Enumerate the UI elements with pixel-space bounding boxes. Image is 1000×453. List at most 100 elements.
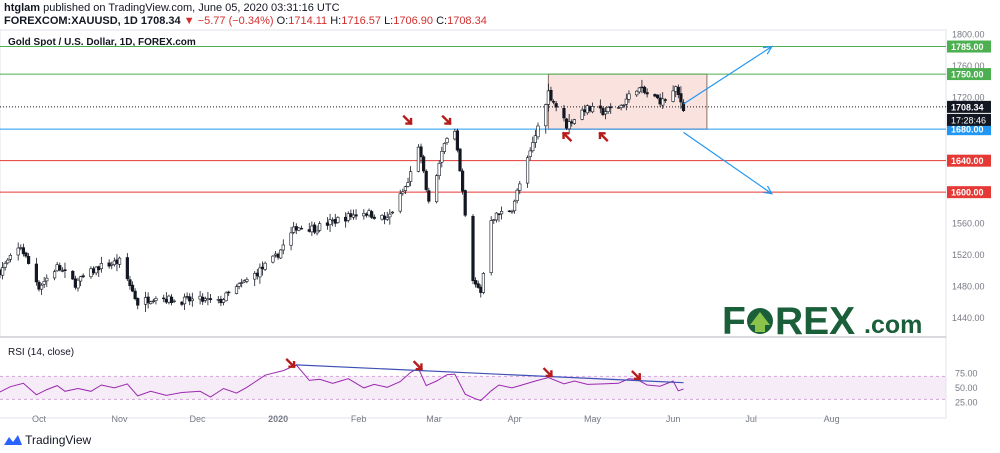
candle-body	[164, 299, 168, 303]
candle-body	[263, 262, 267, 270]
candle-body	[570, 121, 574, 124]
candle-body	[271, 255, 275, 263]
price-tick-label: 1440.00	[952, 313, 985, 323]
projection-arrow-head-icon	[762, 45, 774, 55]
time-tick-label: Jul	[745, 414, 757, 424]
candle-body	[476, 283, 480, 288]
candle-body	[89, 268, 93, 278]
price-change: −5.77 (−0.34%)	[197, 15, 274, 27]
candle-body	[125, 257, 129, 280]
down-arrow-icon	[441, 114, 452, 126]
candle-body	[655, 94, 660, 99]
candle-body	[188, 296, 192, 302]
candle-body	[91, 268, 96, 274]
time-tick-label: Jun	[666, 414, 681, 424]
candle-body	[242, 280, 246, 283]
time-tick-label: Dec	[190, 414, 207, 424]
candle-body	[115, 259, 119, 264]
candle-body	[221, 299, 226, 303]
candle-body	[512, 200, 517, 212]
candle-body	[624, 98, 628, 105]
candle-body	[206, 298, 210, 301]
candle-body	[276, 253, 280, 258]
open-value: 1714.11	[288, 15, 328, 27]
candle-body	[435, 175, 439, 203]
candle-body	[240, 282, 244, 284]
candle-body	[24, 252, 28, 257]
candle-body	[637, 87, 641, 93]
change-down-icon: ▼	[183, 15, 195, 27]
up-arrow-icon	[561, 131, 573, 142]
high-label: H:	[330, 15, 342, 27]
candle-body	[318, 223, 322, 231]
chart-title: Gold Spot / U.S. Dollar, 1D, FOREX.com	[8, 37, 196, 48]
candle-body	[616, 107, 621, 109]
candle-body	[130, 284, 135, 292]
candle-body	[406, 182, 410, 187]
last-price: 1708.34	[140, 15, 181, 27]
candle-body	[71, 270, 75, 280]
candle-body	[60, 270, 64, 272]
candle-body	[76, 279, 80, 289]
candle-body	[99, 263, 103, 269]
candle-body	[580, 109, 584, 120]
level-label: 1750.00	[951, 70, 984, 80]
rsi-band	[0, 376, 946, 400]
candle-body	[388, 213, 392, 218]
candle-body	[437, 163, 441, 177]
candle-body	[253, 273, 257, 280]
candle-body	[81, 275, 85, 278]
candle-body	[401, 191, 405, 194]
candle-body	[455, 130, 460, 151]
candle-body	[351, 214, 356, 218]
candle-body	[492, 219, 496, 221]
candle-body	[367, 210, 371, 216]
level-label: 1600.00	[951, 188, 984, 198]
candle-body	[63, 269, 67, 272]
candle-body	[146, 296, 150, 304]
candle-body	[346, 213, 350, 221]
candle-body	[312, 224, 317, 233]
candle-body	[463, 190, 467, 216]
candle-body	[297, 227, 301, 231]
low-label: L:	[384, 15, 394, 27]
candle-body	[385, 217, 389, 220]
projection-arrow-head-icon	[762, 185, 774, 195]
candle-body	[16, 247, 20, 256]
candle-body	[8, 255, 12, 260]
tradingview-logo-icon[interactable]	[4, 435, 22, 446]
candle-body	[6, 259, 10, 264]
candle-body	[603, 111, 608, 115]
candle-body	[52, 271, 57, 279]
candle-body	[663, 99, 667, 101]
candle-body	[216, 299, 220, 301]
candle-body	[494, 212, 498, 221]
candle-body	[609, 106, 613, 109]
rsi-tick-label: 50.00	[955, 383, 978, 393]
candle-body	[292, 226, 296, 233]
price-tick-label: 1760.00	[952, 61, 985, 71]
candle-body	[564, 118, 569, 129]
candle-body	[499, 210, 504, 215]
candle-body	[544, 104, 548, 127]
candle-body	[39, 284, 44, 290]
candle-body	[528, 150, 532, 157]
candle-body	[442, 143, 447, 152]
down-arrow-icon	[402, 114, 413, 126]
candle-body	[471, 215, 475, 282]
candle-body	[585, 105, 589, 114]
tradingview-brand[interactable]: TradingView	[25, 433, 92, 447]
candle-body	[151, 300, 155, 303]
candle-body	[588, 106, 592, 112]
level-tag	[947, 68, 991, 81]
candle-body	[601, 108, 605, 115]
author-name[interactable]: htglam	[4, 2, 41, 14]
published-text: published on TradingView.com, June 05, 2…	[43, 2, 340, 14]
time-tick-label: 2020	[268, 414, 288, 424]
candle-body	[260, 266, 265, 270]
candle-body	[549, 89, 553, 101]
logo-suffix: .com	[864, 311, 922, 339]
candle-body	[554, 103, 558, 108]
candle-body	[606, 106, 610, 112]
